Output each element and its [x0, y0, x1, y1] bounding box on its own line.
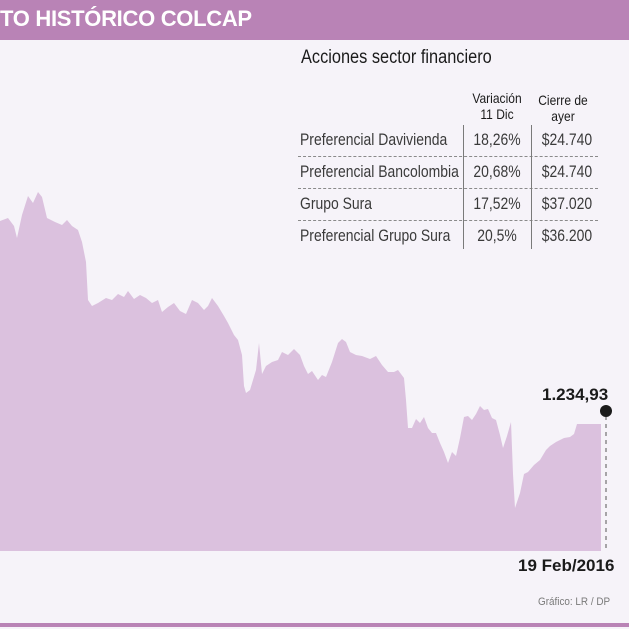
stock-variation: 20,5%	[477, 226, 517, 245]
stock-close: $24.740	[541, 130, 593, 149]
last-value-label: 1.234,93	[542, 385, 609, 404]
stock-name: Preferencial Davivienda	[300, 130, 448, 149]
stock-name: Preferencial Bancolombia	[300, 162, 459, 181]
table-title: Acciones sector financiero	[301, 47, 492, 68]
stock-variation: 18,26%	[473, 130, 521, 149]
table-row: Preferencial Davivienda 18,26% $24.740	[298, 125, 598, 157]
column-header-close: Cierre de ayer	[533, 92, 593, 124]
stock-close: $24.740	[541, 162, 593, 181]
table-column-divider	[463, 125, 464, 249]
column-header-close-line1: Cierre de	[538, 92, 588, 108]
stock-variation: 17,52%	[473, 194, 521, 213]
column-header-variation-line2: 11 Dic	[480, 106, 514, 122]
column-header-close-line2: ayer	[551, 108, 575, 124]
chart-title: TO HISTÓRICO COLCAP	[0, 6, 252, 31]
graphic-credit: Gráfico: LR / DP	[538, 596, 611, 608]
column-header-variation-line1: Variación	[472, 90, 522, 106]
footer-bar	[0, 623, 629, 627]
stock-close: $37.020	[541, 194, 593, 213]
stock-variation: 20,68%	[473, 162, 521, 181]
title-bar: TO HISTÓRICO COLCAP	[0, 0, 629, 40]
last-point-marker	[600, 405, 612, 417]
column-header-variation: Variación 11 Dic	[467, 90, 527, 122]
colcap-area-series	[0, 192, 601, 551]
last-date-label: 19 Feb/2016	[518, 556, 615, 575]
table-row: Preferencial Bancolombia 20,68% $24.740	[298, 157, 598, 189]
table-row: Grupo Sura 17,52% $37.020	[298, 189, 598, 221]
table-row: Preferencial Grupo Sura 20,5% $36.200	[298, 221, 598, 252]
stock-close: $36.200	[541, 226, 593, 245]
table-column-divider	[531, 125, 532, 249]
stock-name: Grupo Sura	[300, 194, 373, 213]
stock-name: Preferencial Grupo Sura	[300, 226, 451, 245]
